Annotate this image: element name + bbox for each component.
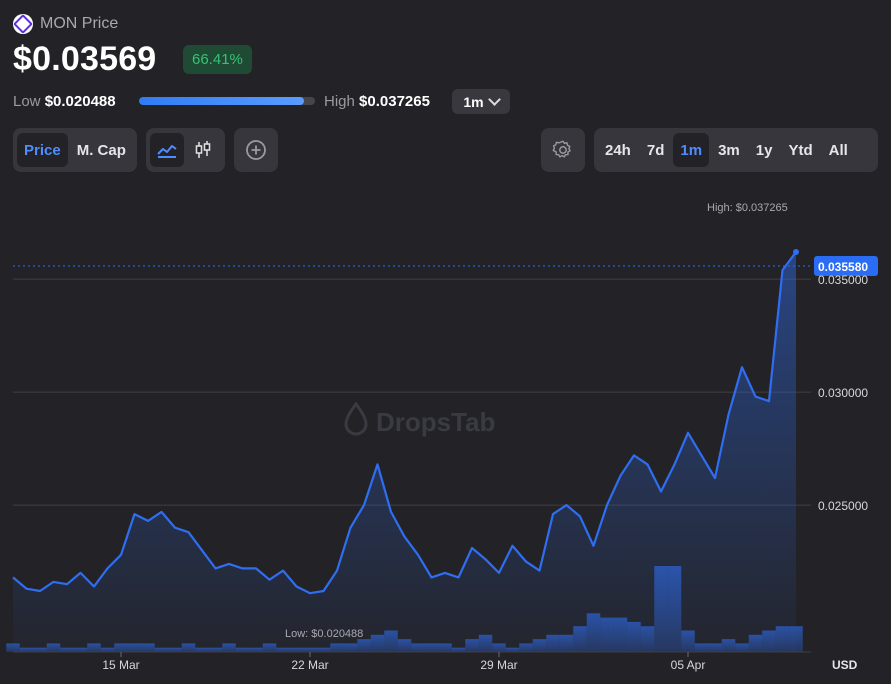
chevron-down-icon [487,93,501,106]
tab-7d[interactable]: 7d [646,141,665,159]
low-value: $0.020488 [44,93,116,110]
settings-button[interactable] [541,128,585,172]
range-period-select[interactable]: 1m [452,89,510,114]
watermark-text: DropsTab [376,407,495,437]
add-indicator-button[interactable] [234,128,278,172]
high-label: High [324,93,355,110]
x-tick-label: 29 Mar [480,658,517,672]
line-chart-button[interactable] [150,133,184,167]
coin-logo-icon [13,14,33,34]
high-stat: High $0.037265 [324,93,430,110]
current-price-badge [814,255,878,276]
plus-circle-icon [246,140,266,160]
x-tick-label: 05 Apr [671,658,706,672]
gear-icon [552,140,571,158]
current-price-label: 0.035580 [818,260,868,274]
tab-1y[interactable]: 1y [755,141,773,159]
tab-1m[interactable]: 1m [673,133,710,167]
range-period-value: 1m [463,93,484,110]
line-chart-icon [157,145,177,158]
low-annotation: Low: $0.020488 [285,628,363,640]
tab-24h[interactable]: 24h [605,141,631,159]
x-tick-label: 22 Mar [291,658,328,672]
price-chart[interactable]: DropsTab 0.035580 High: $0.037265 Low: $0.… [0,180,891,684]
tab-ytd[interactable]: Ytd [788,141,813,159]
dropstab-watermark: DropsTab [344,401,495,437]
current-price: $0.03569 [13,40,157,78]
range-bar-fill [139,97,305,105]
y-tick-label: 0.025000 [818,499,868,513]
y-tick-label: 0.030000 [818,386,868,400]
page-title: MON Price [40,15,119,32]
x-tick-label: 15 Mar [102,658,139,672]
low-stat: Low $0.020488 [13,93,116,110]
last-point-dot [793,248,799,255]
change-badge: 66.41% [183,45,252,74]
chart-type-toggle [146,128,225,172]
currency-label: USD [832,658,858,672]
tab-3m[interactable]: 3m [718,141,740,159]
price-line [12,251,797,595]
high-annotation: High: $0.037265 [707,202,788,214]
tab-market-cap[interactable]: M. Cap [76,141,126,159]
high-value: $0.037265 [359,93,430,110]
low-label: Low [13,93,41,110]
tab-price[interactable]: Price [17,133,68,167]
metric-tabs: Price M. Cap [13,128,137,172]
period-tabs: 24h 7d 1m 3m 1y Ytd All [594,128,878,172]
price-area [13,252,796,652]
candlestick-button[interactable] [186,133,220,167]
candlestick-icon [195,141,211,158]
range-bar [139,97,315,105]
y-tick-label: 0.035000 [818,273,868,287]
tab-all[interactable]: All [828,141,848,159]
